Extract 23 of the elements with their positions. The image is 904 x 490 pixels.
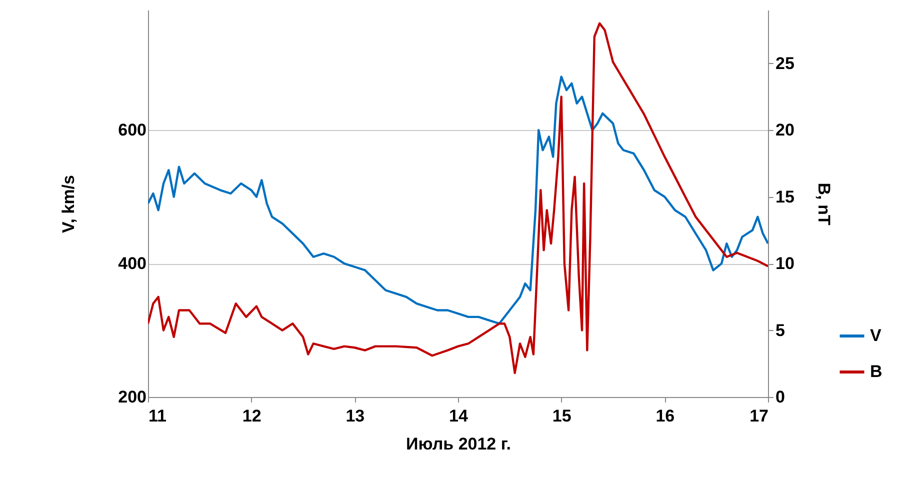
y2-tick-label: 15: [776, 187, 794, 206]
y-tick-label: 400: [118, 254, 146, 274]
x-tick-label: 11: [148, 406, 166, 426]
legend-label: V: [870, 326, 882, 345]
y2-tick-label: 20: [776, 120, 794, 140]
y2-tick-label: 10: [776, 254, 794, 274]
y2-tick-label: 5: [776, 320, 785, 340]
x-tick-label: 12: [242, 406, 262, 426]
line-series: [148, 22, 768, 374]
y2-tick-label: 25: [776, 54, 794, 73]
y-axis-title: V, km/s: [59, 175, 78, 233]
line-series: [148, 76, 768, 325]
y2-axis-title: B, nT: [814, 182, 834, 226]
y2-tick-label: 0: [776, 388, 785, 406]
x-tick-label: 16: [656, 406, 675, 426]
x-tick-label: 15: [552, 406, 572, 426]
x-tick-label: 14: [449, 406, 468, 426]
legend-label: B: [870, 362, 882, 381]
x-axis-title: Июль 2012 г.: [406, 434, 511, 454]
y-tick-label: 600: [118, 120, 146, 140]
y-tick-label: 200: [118, 388, 146, 406]
x-tick-label: 17: [750, 406, 768, 426]
x-tick-label: 13: [346, 406, 365, 426]
